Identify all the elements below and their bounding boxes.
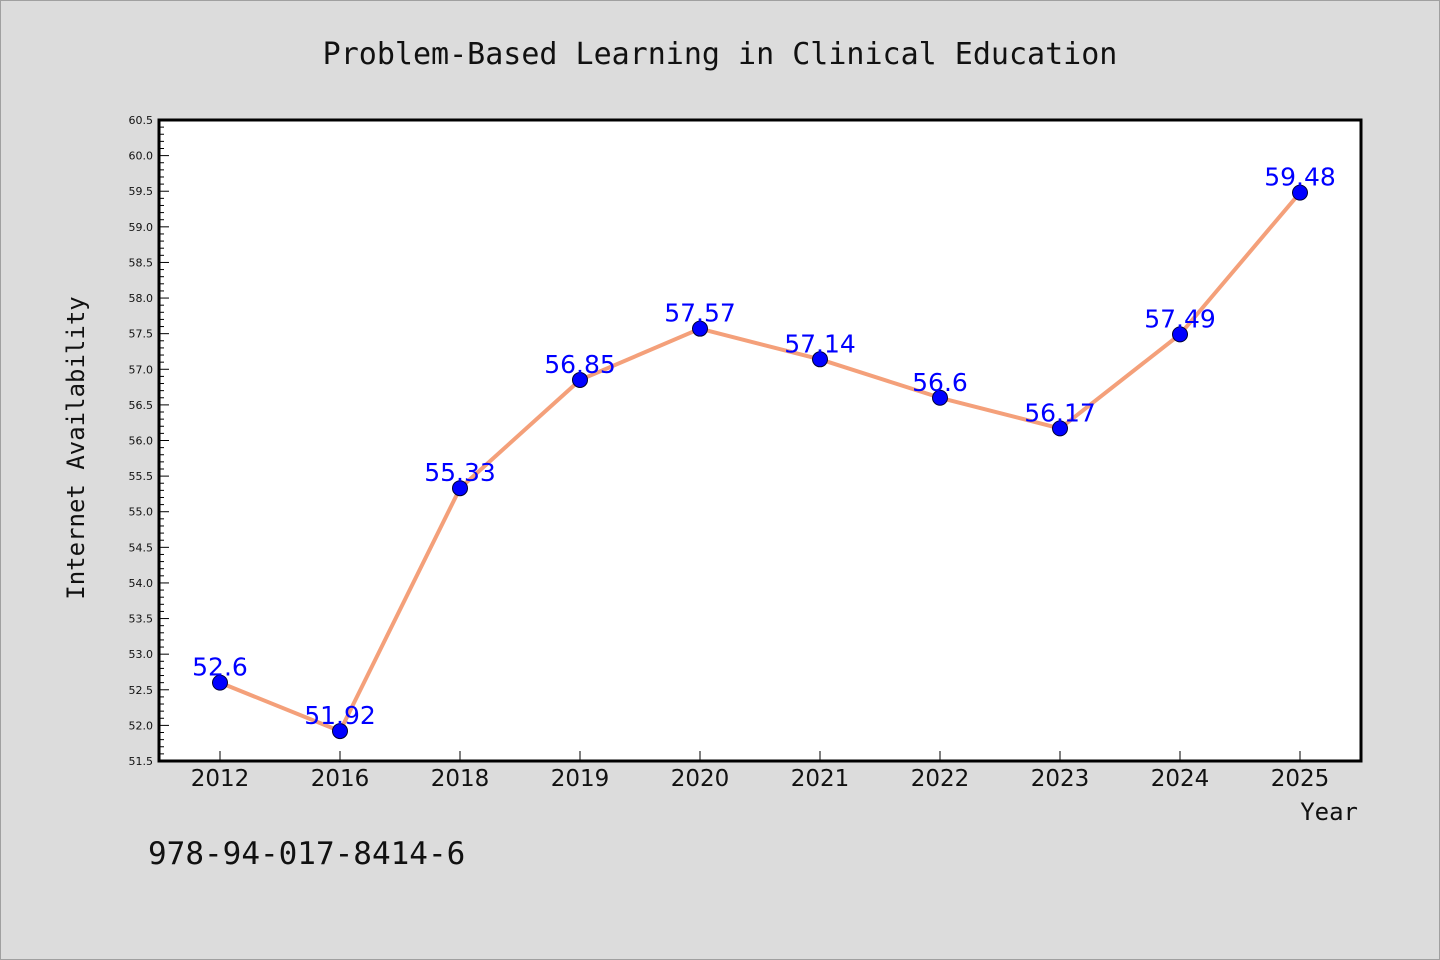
- data-point: [1052, 420, 1068, 437]
- data-label: 56.85: [544, 350, 616, 379]
- x-tick-label: 2016: [311, 766, 370, 792]
- y-tick-label: 54.0: [129, 577, 154, 590]
- data-point: [212, 674, 228, 691]
- y-tick-label: 54.5: [129, 541, 154, 554]
- data-labels-group: 52.6 51.92 55.33 56.85 57.57 57.14 56.6 56.17 57…: [192, 163, 1336, 730]
- y-tick-label: 52.0: [129, 719, 154, 732]
- data-label: 57.57: [664, 299, 736, 328]
- y-tick-label: 59.5: [129, 185, 154, 198]
- data-label: 55.33: [424, 458, 496, 487]
- data-label: 51.92: [304, 701, 376, 730]
- data-point: [1292, 184, 1308, 201]
- chart-title: Problem-Based Learning in Clinical Educa…: [323, 37, 1118, 72]
- data-label: 57.14: [784, 329, 856, 358]
- y-tick-label: 58.5: [129, 256, 154, 269]
- markers-group: [212, 184, 1308, 740]
- x-tick-label: 2018: [431, 766, 490, 792]
- y-tick-label: 60.0: [129, 150, 154, 163]
- x-axis: 2012 2016 2018 2019 2020 2021 2022 2023 2024 2025: [191, 751, 1330, 792]
- x-tick-label: 2025: [1271, 766, 1330, 792]
- data-point: [572, 371, 588, 388]
- data-label: 52.6: [192, 653, 248, 682]
- isbn-text: 978-94-017-8414-6: [148, 836, 465, 872]
- data-label: 57.49: [1144, 304, 1216, 333]
- data-point: [812, 351, 828, 368]
- y-tick-label: 56.5: [129, 399, 154, 412]
- y-tick-label: 51.5: [129, 755, 154, 768]
- data-label: 59.48: [1264, 163, 1336, 192]
- data-label: 56.17: [1024, 398, 1096, 427]
- y-tick-label: 55.5: [129, 470, 154, 483]
- series-line: [219, 191, 1302, 734]
- y-tick-label: 57.5: [129, 328, 154, 341]
- y-tick-label: 60.5: [129, 114, 154, 127]
- data-label: 56.6: [912, 368, 968, 397]
- x-tick-label: 2024: [1151, 766, 1210, 792]
- data-point: [452, 480, 468, 497]
- x-tick-label: 2022: [911, 766, 970, 792]
- y-tick-label: 52.5: [129, 684, 154, 697]
- plot-area: [157, 118, 1363, 763]
- data-point: [692, 320, 708, 337]
- y-tick-label: 55.0: [129, 506, 154, 519]
- y-tick-label: 53.5: [129, 613, 154, 626]
- x-axis-title: Year: [1300, 798, 1358, 826]
- data-point: [932, 389, 948, 406]
- data-point: [332, 723, 348, 740]
- y-tick-label: 53.0: [129, 648, 154, 661]
- x-tick-label: 2012: [191, 766, 250, 792]
- y-tick-label: 56.0: [129, 435, 154, 448]
- series-line-group: [219, 191, 1302, 734]
- y-axis-title: Internet Availability: [62, 296, 90, 599]
- y-tick-label: 59.0: [129, 221, 154, 234]
- y-tick-label: 57.0: [129, 363, 154, 376]
- y-tick-label: 58.0: [129, 292, 154, 305]
- x-tick-label: 2021: [791, 766, 850, 792]
- x-tick-label: 2019: [551, 766, 610, 792]
- data-point: [1172, 326, 1188, 343]
- x-tick-label: 2023: [1031, 766, 1090, 792]
- x-tick-label: 2020: [671, 766, 730, 792]
- y-axis: 51.5 52.0 52.5 53.0 53.5 54.0 54.5 55.0 55.5 56.0…: [129, 114, 169, 768]
